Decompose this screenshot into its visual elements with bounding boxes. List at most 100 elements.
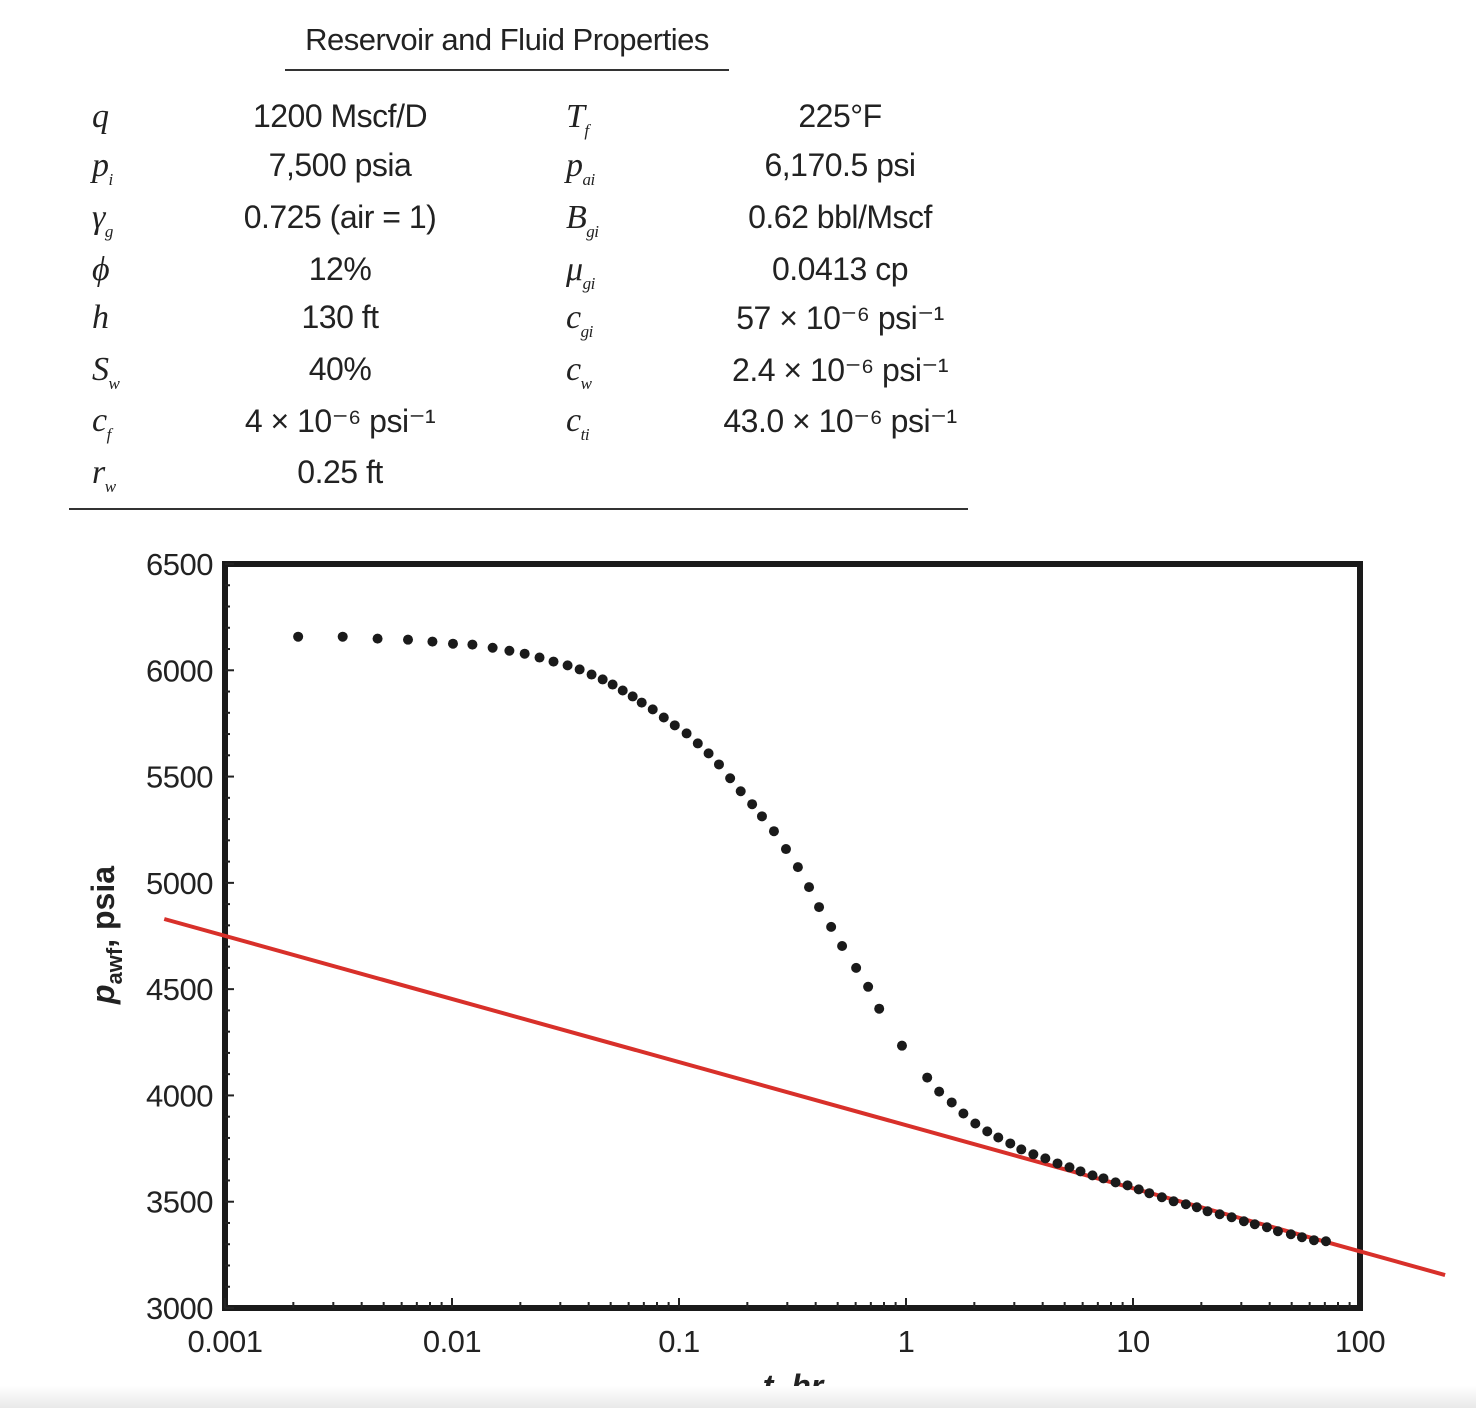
- data-point: [427, 636, 438, 647]
- x-tick-label: 100: [1335, 1324, 1385, 1359]
- data-point: [804, 882, 815, 893]
- data-point: [1308, 1235, 1319, 1246]
- data-point: [1016, 1144, 1027, 1155]
- data-point: [735, 786, 746, 797]
- data-point: [922, 1072, 933, 1083]
- property-symbol: pai: [566, 147, 595, 190]
- data-point: [1156, 1192, 1167, 1203]
- data-point: [574, 664, 585, 675]
- data-point: [1285, 1229, 1296, 1240]
- x-tick-label: 0.001: [187, 1324, 262, 1359]
- data-point: [607, 679, 618, 690]
- y-axis-label-unit: , psia: [85, 866, 121, 948]
- data-point: [548, 656, 559, 667]
- symbol-subscript: gi: [582, 274, 596, 293]
- data-point: [934, 1086, 945, 1097]
- property-value: 2.4 × 10⁻⁶ psi⁻¹: [732, 352, 948, 388]
- symbol-letter: μ: [566, 251, 583, 288]
- data-point: [1005, 1138, 1016, 1149]
- data-point: [958, 1108, 969, 1119]
- data-point: [627, 691, 638, 702]
- property-symbol: cw: [566, 351, 592, 394]
- x-tick-label: 0.01: [423, 1324, 481, 1359]
- symbol-letter: c: [566, 402, 581, 439]
- data-point: [1122, 1180, 1133, 1191]
- data-point: [756, 811, 767, 822]
- y-tick-labels: 3000 3500 4000 4500 5000 5500 6000 6500: [146, 547, 214, 1326]
- symbol-letter: h: [92, 299, 109, 336]
- data-point: [1098, 1173, 1109, 1184]
- symbol-letter: c: [92, 402, 107, 439]
- data-point: [1272, 1226, 1283, 1237]
- property-value: 6,170.5 psi: [764, 147, 916, 183]
- data-point: [1133, 1184, 1144, 1195]
- x-tick-label: 1: [898, 1324, 915, 1359]
- y-axis-label-symbol: p: [85, 984, 121, 1005]
- property-symbol: Sw: [92, 351, 120, 394]
- y-axis-label-subscript: awf: [102, 947, 127, 984]
- property-value: 4 × 10⁻⁶ psi⁻¹: [244, 403, 436, 439]
- table-bottom-rule: [69, 508, 968, 510]
- property-symbol: Bgi: [566, 199, 599, 242]
- data-point: [403, 634, 414, 645]
- property-value: 57 × 10⁻⁶ psi⁻¹: [736, 300, 944, 336]
- data-point: [768, 826, 779, 837]
- data-point: [617, 685, 628, 696]
- data-point: [826, 921, 837, 932]
- data-point: [814, 902, 825, 913]
- property-value: 0.725 (air = 1): [243, 199, 437, 235]
- symbol-subscript: g: [104, 222, 114, 241]
- data-point: [1261, 1222, 1272, 1233]
- data-point: [534, 652, 545, 663]
- data-point: [1296, 1232, 1307, 1243]
- data-point: [725, 773, 736, 784]
- y-tick-label: 5500: [146, 760, 213, 795]
- title-underline: [285, 69, 729, 71]
- property-symbol: rw: [92, 454, 116, 497]
- data-point: [1087, 1170, 1098, 1181]
- symbol-letter: γ: [92, 199, 105, 236]
- data-point: [504, 645, 515, 656]
- symbol-letter: S: [92, 351, 109, 388]
- property-symbol: h: [92, 299, 109, 342]
- symbol-subscript: ai: [582, 170, 596, 189]
- data-point: [837, 940, 848, 951]
- data-point: [851, 962, 862, 973]
- property-symbol: γg: [92, 199, 113, 242]
- axis-ticks: [224, 563, 1351, 1309]
- property-value: 0.62 bbl/Mscf: [748, 199, 932, 235]
- data-point: [1249, 1219, 1260, 1230]
- symbol-subscript: gi: [586, 222, 599, 241]
- symbol-letter: ϕ: [92, 251, 110, 288]
- property-value: 12%: [308, 251, 372, 287]
- data-point: [1168, 1196, 1179, 1207]
- y-tick-label: 4000: [146, 1078, 213, 1113]
- data-point: [447, 638, 458, 649]
- symbol-subscript: w: [104, 477, 116, 496]
- data-point: [519, 648, 530, 659]
- y-tick-label: 6500: [146, 547, 213, 582]
- data-point: [692, 738, 703, 749]
- bottom-edge: [0, 1386, 1476, 1408]
- data-point: [1202, 1206, 1213, 1217]
- y-tick-label: 4500: [146, 972, 213, 1007]
- data-point: [896, 1040, 907, 1051]
- data-point: [636, 697, 647, 708]
- y-tick-label: 5000: [146, 866, 213, 901]
- data-point: [1052, 1158, 1063, 1169]
- data-point: [467, 639, 478, 650]
- property-symbol: cgi: [566, 299, 593, 342]
- x-tick-label: 0.1: [658, 1324, 700, 1359]
- y-tick-label: 3000: [146, 1291, 213, 1326]
- y-axis-label: pawf, psia: [85, 866, 127, 1005]
- data-point: [713, 759, 724, 770]
- property-symbol: ϕ: [92, 251, 110, 294]
- symbol-letter: q: [92, 98, 109, 135]
- data-point: [946, 1097, 957, 1108]
- data-point: [792, 862, 803, 873]
- symbol-letter: c: [566, 351, 581, 388]
- property-value: 130 ft: [301, 299, 379, 335]
- property-symbol: μgi: [566, 251, 595, 294]
- data-point: [586, 669, 597, 680]
- data-point: [982, 1126, 993, 1137]
